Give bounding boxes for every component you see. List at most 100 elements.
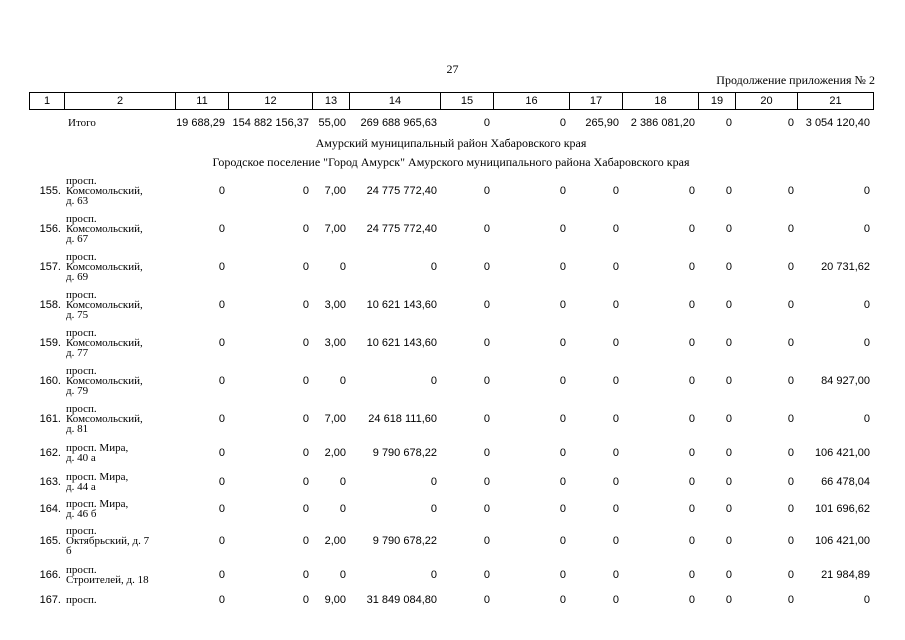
value-cell: 0 <box>559 261 566 273</box>
value-cell: 0 <box>863 337 870 349</box>
value-cell: 0 <box>302 413 309 425</box>
table-row: 156. просп. Комсомольский, д. 67 0 0 7,00 24 77… <box>29 210 873 248</box>
value-cell: 0 <box>483 185 490 197</box>
address-line: просп. <box>66 289 97 301</box>
value-cell: 21 984,89 <box>821 569 870 581</box>
value-cell: 0 <box>218 502 225 515</box>
settlement-row: Городское поселение "Город Амурск" Амурс… <box>29 153 873 172</box>
row-number: 159. <box>39 337 61 349</box>
table-row: 165. просп. Октябрьский, д. 7 б 0 0 2,00 9 790 … <box>29 522 873 560</box>
value-cell: 0 <box>688 223 695 235</box>
value-cell: 0 <box>688 261 695 273</box>
address-line: д. 79 <box>66 385 89 397</box>
column-header: 14 <box>349 92 441 110</box>
address-cell: просп. Комсомольский, д. 81 <box>64 400 175 438</box>
value-cell: 0 <box>559 447 566 459</box>
address-line: просп. <box>66 251 97 263</box>
address-line: Комсомольский, <box>66 375 143 387</box>
value-cell: 0 <box>339 261 346 273</box>
value-cell: 0 <box>302 447 309 459</box>
table-row: 157. просп. Комсомольский, д. 69 0 0 0 0 0 0 0 0 0 0 2… <box>29 248 873 286</box>
value-cell: 0 <box>483 502 490 515</box>
address-cell: просп. Комсомольский, д. 77 <box>64 324 175 362</box>
value-cell: 0 <box>688 475 695 488</box>
address-line: просп. Мира, <box>66 442 129 454</box>
value-cell: 0 <box>218 299 225 311</box>
value-cell: 7,00 <box>324 413 346 425</box>
column-header: 20 <box>735 92 798 110</box>
address-cell: просп. Мира, д. 44 а <box>64 468 175 495</box>
value-cell: 0 <box>218 447 225 459</box>
value-cell: 0 <box>430 261 437 273</box>
value-cell: 0 <box>725 569 732 581</box>
table-row: 159. просп. Комсомольский, д. 77 0 0 3,00 10 62… <box>29 324 873 362</box>
value-cell: 0 <box>612 535 619 547</box>
value-cell: 0 <box>725 185 732 197</box>
value-cell: 0 <box>787 337 794 349</box>
address-cell: просп. <box>64 590 175 610</box>
value-cell: 0 <box>430 569 437 581</box>
address-line: просп. Мира, <box>66 470 129 483</box>
value-cell: 0 <box>302 299 309 311</box>
row-number: 160. <box>39 375 61 387</box>
address-line: д. 46 б <box>66 507 97 520</box>
value-cell: 0 <box>863 594 870 606</box>
total-value: 0 <box>725 117 732 129</box>
address-line: просп. <box>66 564 97 576</box>
value-cell: 9 790 678,22 <box>372 535 437 547</box>
value-cell: 0 <box>787 185 794 197</box>
address-cell: просп. Мира, д. 46 б <box>64 495 175 522</box>
header-row: 1 2 11 12 13 14 15 16 17 18 19 20 21 <box>29 92 874 110</box>
total-value: 3 054 120,40 <box>805 117 870 129</box>
value-cell: 0 <box>787 475 794 488</box>
value-cell: 0 <box>688 299 695 311</box>
address-line: просп. <box>66 403 97 415</box>
address-line: Комсомольский, <box>66 337 143 349</box>
value-cell: 0 <box>612 502 619 515</box>
row-number: 158. <box>39 299 61 311</box>
value-cell: 0 <box>725 502 732 515</box>
value-cell: 0 <box>725 475 732 488</box>
value-cell: 3,00 <box>324 299 346 311</box>
column-header: 18 <box>622 92 699 110</box>
value-cell: 0 <box>612 337 619 349</box>
address-cell: просп. Строителей, д. 18 <box>64 560 175 590</box>
value-cell: 0 <box>688 185 695 197</box>
address-line: д. 67 <box>66 233 89 245</box>
value-cell: 0 <box>559 337 566 349</box>
value-cell: 0 <box>688 337 695 349</box>
value-cell: 0 <box>612 569 619 581</box>
address-line: Октябрьский, д. 7 <box>66 535 150 547</box>
value-cell: 0 <box>483 337 490 349</box>
settlement-title: Городское поселение "Город Амурск" Амурс… <box>212 155 690 169</box>
value-cell: 10 621 143,60 <box>366 337 437 349</box>
value-cell: 0 <box>339 375 346 387</box>
value-cell: 0 <box>688 502 695 515</box>
total-value: 269 688 965,63 <box>360 117 437 129</box>
value-cell: 0 <box>302 569 309 581</box>
value-cell: 0 <box>483 375 490 387</box>
value-cell: 0 <box>218 223 225 235</box>
value-cell: 0 <box>218 475 225 488</box>
value-cell: 0 <box>302 337 309 349</box>
data-table: Итого 19 688,29 154 882 156,37 55,00 269… <box>29 112 873 610</box>
value-cell: 0 <box>612 475 619 488</box>
address-line: д. 63 <box>66 195 89 207</box>
value-cell: 0 <box>787 447 794 459</box>
column-header: 17 <box>569 92 623 110</box>
total-value: 0 <box>787 117 794 129</box>
value-cell: 0 <box>302 375 309 387</box>
table-row: 160. просп. Комсомольский, д. 79 0 0 0 0 0 0 0 0 0 0 8… <box>29 362 873 400</box>
value-cell: 0 <box>559 594 566 606</box>
value-cell: 0 <box>483 475 490 488</box>
value-cell: 0 <box>688 413 695 425</box>
value-cell: 0 <box>688 535 695 547</box>
address-line: Комсомольский, <box>66 299 143 311</box>
value-cell: 2,00 <box>324 447 346 459</box>
value-cell: 0 <box>302 475 309 488</box>
value-cell: 0 <box>612 223 619 235</box>
address-line: Комсомольский, <box>66 223 143 235</box>
value-cell: 106 421,00 <box>814 535 870 547</box>
value-cell: 0 <box>688 569 695 581</box>
value-cell: 0 <box>559 475 566 488</box>
